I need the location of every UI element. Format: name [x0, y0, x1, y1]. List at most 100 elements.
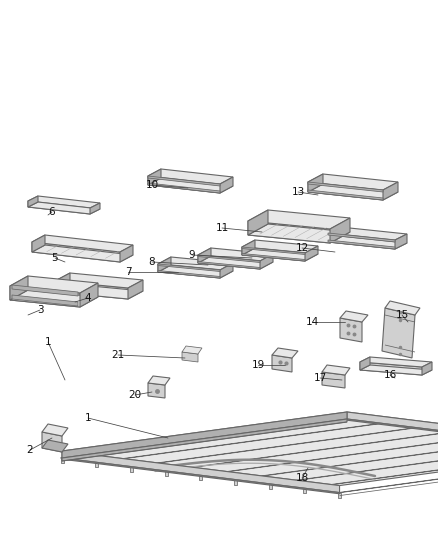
- Polygon shape: [28, 202, 100, 214]
- Polygon shape: [268, 484, 272, 489]
- Polygon shape: [148, 178, 233, 193]
- Polygon shape: [28, 196, 100, 208]
- Polygon shape: [32, 235, 45, 252]
- Polygon shape: [242, 254, 305, 261]
- Polygon shape: [28, 201, 90, 214]
- Text: 9: 9: [189, 250, 195, 260]
- Polygon shape: [304, 488, 306, 493]
- Polygon shape: [148, 383, 165, 398]
- Polygon shape: [199, 475, 202, 480]
- Polygon shape: [242, 240, 255, 255]
- Polygon shape: [62, 451, 339, 492]
- Polygon shape: [42, 424, 68, 436]
- Polygon shape: [130, 467, 133, 472]
- Polygon shape: [60, 458, 64, 463]
- Polygon shape: [308, 174, 398, 190]
- Polygon shape: [158, 264, 220, 271]
- Polygon shape: [148, 176, 220, 186]
- Polygon shape: [308, 174, 323, 192]
- Polygon shape: [165, 471, 168, 476]
- Polygon shape: [338, 492, 341, 498]
- Polygon shape: [62, 419, 347, 461]
- Polygon shape: [385, 301, 420, 315]
- Text: 20: 20: [128, 390, 141, 400]
- Polygon shape: [360, 365, 432, 375]
- Polygon shape: [198, 248, 273, 261]
- Polygon shape: [158, 271, 220, 278]
- Text: 5: 5: [52, 253, 58, 263]
- Text: 19: 19: [251, 360, 265, 370]
- Polygon shape: [182, 352, 198, 362]
- Polygon shape: [120, 245, 133, 262]
- Polygon shape: [234, 441, 438, 480]
- Polygon shape: [272, 355, 292, 372]
- Polygon shape: [242, 248, 318, 261]
- Polygon shape: [182, 346, 202, 354]
- Polygon shape: [248, 221, 330, 243]
- Text: 7: 7: [125, 267, 131, 277]
- Polygon shape: [328, 240, 395, 249]
- Polygon shape: [158, 264, 220, 278]
- Polygon shape: [260, 254, 273, 269]
- Polygon shape: [248, 210, 350, 229]
- Text: 15: 15: [396, 310, 409, 320]
- Polygon shape: [242, 240, 318, 253]
- Polygon shape: [32, 245, 133, 262]
- Polygon shape: [55, 273, 70, 292]
- Polygon shape: [304, 449, 438, 488]
- Polygon shape: [248, 210, 268, 235]
- Polygon shape: [62, 412, 347, 458]
- Text: 11: 11: [215, 223, 229, 233]
- Polygon shape: [268, 445, 438, 484]
- Polygon shape: [199, 437, 438, 475]
- Polygon shape: [10, 276, 28, 300]
- Polygon shape: [328, 236, 407, 249]
- Polygon shape: [242, 247, 305, 261]
- Polygon shape: [60, 419, 349, 458]
- Text: 21: 21: [111, 350, 125, 360]
- Polygon shape: [62, 412, 438, 486]
- Polygon shape: [382, 308, 415, 358]
- Polygon shape: [55, 281, 128, 299]
- Text: 1: 1: [85, 413, 91, 423]
- Polygon shape: [32, 242, 120, 262]
- Text: 4: 4: [85, 293, 91, 303]
- Polygon shape: [158, 257, 233, 270]
- Text: 8: 8: [148, 257, 155, 267]
- Polygon shape: [308, 184, 398, 200]
- Polygon shape: [55, 273, 143, 288]
- Polygon shape: [148, 169, 233, 184]
- Polygon shape: [328, 227, 340, 242]
- Polygon shape: [95, 462, 98, 467]
- Polygon shape: [340, 311, 368, 322]
- Polygon shape: [158, 257, 171, 272]
- Polygon shape: [12, 285, 78, 296]
- Text: 14: 14: [305, 317, 318, 327]
- Polygon shape: [242, 247, 305, 254]
- Polygon shape: [338, 454, 438, 492]
- Polygon shape: [10, 290, 98, 307]
- Polygon shape: [272, 348, 298, 358]
- Polygon shape: [130, 427, 418, 467]
- Polygon shape: [308, 182, 383, 200]
- Text: 10: 10: [145, 180, 159, 190]
- Polygon shape: [395, 234, 407, 249]
- Polygon shape: [28, 196, 38, 207]
- Text: 2: 2: [27, 445, 33, 455]
- Polygon shape: [360, 362, 422, 375]
- Polygon shape: [198, 262, 260, 269]
- Text: 13: 13: [291, 187, 304, 197]
- Polygon shape: [328, 233, 395, 242]
- Text: 3: 3: [37, 305, 43, 315]
- Text: 1: 1: [45, 337, 51, 347]
- Polygon shape: [347, 412, 438, 454]
- Polygon shape: [198, 248, 211, 263]
- Polygon shape: [360, 357, 370, 370]
- Polygon shape: [10, 286, 80, 307]
- Polygon shape: [383, 182, 398, 200]
- Polygon shape: [198, 255, 260, 269]
- Polygon shape: [42, 432, 62, 452]
- Polygon shape: [158, 265, 233, 278]
- Polygon shape: [422, 362, 432, 375]
- Polygon shape: [90, 203, 100, 214]
